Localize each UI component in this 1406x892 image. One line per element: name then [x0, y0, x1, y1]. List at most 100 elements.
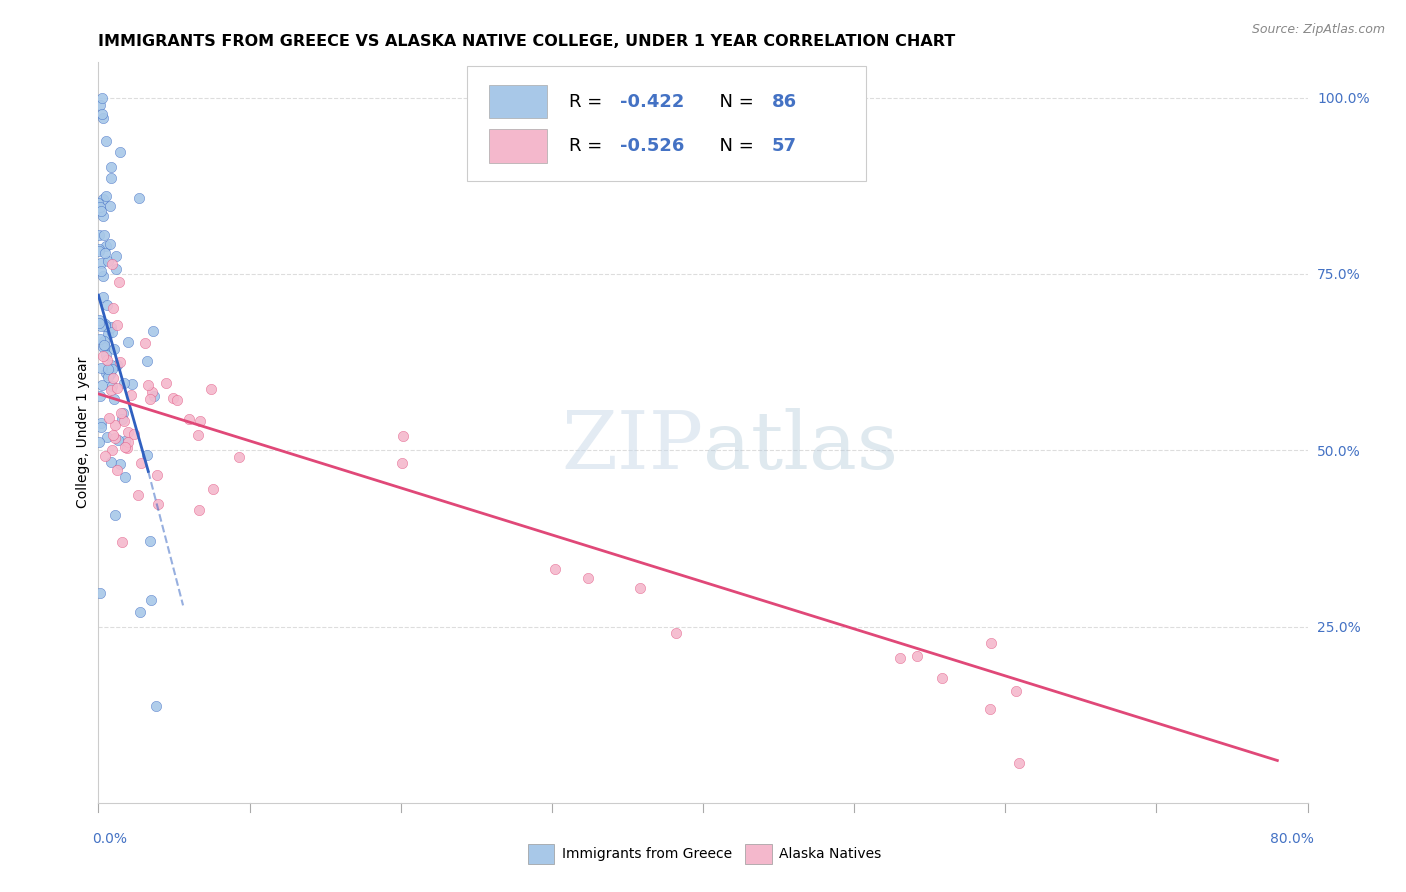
Point: [89, 98, 111, 112]
Text: -0.422: -0.422: [620, 93, 683, 111]
Point: [94, 246, 117, 260]
Point: [100, 171, 122, 186]
Point: [145, 699, 167, 714]
Point: [124, 427, 146, 442]
Point: [108, 457, 131, 471]
Text: 0.0%: 0.0%: [93, 832, 128, 847]
Point: [89, 586, 111, 600]
Point: [576, 571, 599, 585]
Point: [87, 244, 110, 259]
Point: [120, 388, 142, 402]
Point: [114, 440, 136, 454]
Y-axis label: College, Under 1 year: College, Under 1 year: [76, 357, 90, 508]
Point: [665, 626, 688, 640]
Point: [97, 410, 120, 425]
Bar: [489, 85, 547, 119]
Point: [101, 325, 124, 339]
Point: [136, 378, 159, 392]
Text: -0.526: -0.526: [620, 137, 683, 155]
Point: [117, 425, 139, 439]
Point: [100, 199, 122, 213]
Point: [139, 592, 162, 607]
Point: [94, 449, 117, 463]
Point: [111, 535, 134, 549]
Point: [107, 434, 129, 448]
Point: [96, 370, 118, 384]
Point: [108, 145, 131, 160]
Point: [93, 338, 115, 352]
Point: [87, 196, 110, 211]
Point: [544, 562, 567, 576]
Point: [89, 389, 111, 403]
Point: [980, 635, 1002, 649]
Point: [90, 264, 112, 278]
Point: [108, 275, 131, 289]
Point: [98, 367, 121, 381]
Point: [141, 384, 163, 399]
Point: [979, 702, 1001, 716]
Text: 57: 57: [772, 137, 797, 155]
Point: [391, 456, 413, 470]
Point: [100, 358, 122, 372]
Point: [90, 361, 112, 376]
Point: [931, 671, 953, 685]
Text: R =: R =: [569, 93, 607, 111]
Point: [91, 111, 114, 125]
Point: [100, 383, 122, 397]
Text: Alaska Natives: Alaska Natives: [779, 847, 882, 861]
Point: [97, 254, 120, 268]
Point: [91, 192, 114, 206]
Point: [128, 191, 150, 205]
Text: atlas: atlas: [703, 409, 898, 486]
Point: [166, 393, 188, 408]
Text: 86: 86: [772, 93, 797, 111]
Point: [96, 352, 118, 367]
Text: Source: ZipAtlas.com: Source: ZipAtlas.com: [1251, 23, 1385, 37]
Point: [98, 237, 121, 252]
Point: [87, 242, 110, 256]
Point: [111, 406, 134, 420]
Point: [90, 378, 112, 392]
Point: [1005, 684, 1028, 698]
Point: [97, 368, 120, 382]
Point: [100, 379, 122, 393]
Text: N =: N =: [707, 137, 759, 155]
Point: [105, 261, 128, 276]
Point: [101, 370, 124, 384]
Point: [96, 430, 118, 444]
Point: [87, 313, 110, 327]
Point: [143, 389, 166, 403]
Point: [101, 362, 124, 376]
Point: [87, 434, 110, 449]
Point: [105, 463, 128, 477]
Bar: [745, 844, 772, 864]
Point: [93, 268, 115, 283]
Point: [110, 412, 132, 426]
Text: IMMIGRANTS FROM GREECE VS ALASKA NATIVE COLLEGE, UNDER 1 YEAR CORRELATION CHART: IMMIGRANTS FROM GREECE VS ALASKA NATIVE …: [98, 34, 956, 49]
Point: [91, 289, 114, 303]
Point: [104, 508, 127, 522]
FancyBboxPatch shape: [467, 66, 866, 181]
Point: [129, 456, 152, 470]
Point: [96, 134, 118, 148]
Point: [187, 428, 209, 442]
Text: 80.0%: 80.0%: [1270, 832, 1313, 847]
Point: [96, 298, 118, 312]
Point: [90, 419, 112, 434]
Point: [90, 416, 112, 430]
Point: [136, 448, 159, 462]
Point: [628, 581, 651, 595]
Point: [93, 334, 115, 348]
Point: [89, 227, 111, 242]
Point: [112, 414, 135, 428]
Point: [100, 160, 122, 174]
Point: [138, 534, 160, 549]
Point: [103, 427, 125, 442]
Point: [187, 503, 209, 517]
Point: [228, 450, 250, 465]
Text: N =: N =: [707, 93, 759, 111]
Point: [93, 349, 115, 363]
Point: [905, 649, 928, 664]
Point: [101, 256, 124, 270]
Point: [96, 189, 118, 203]
